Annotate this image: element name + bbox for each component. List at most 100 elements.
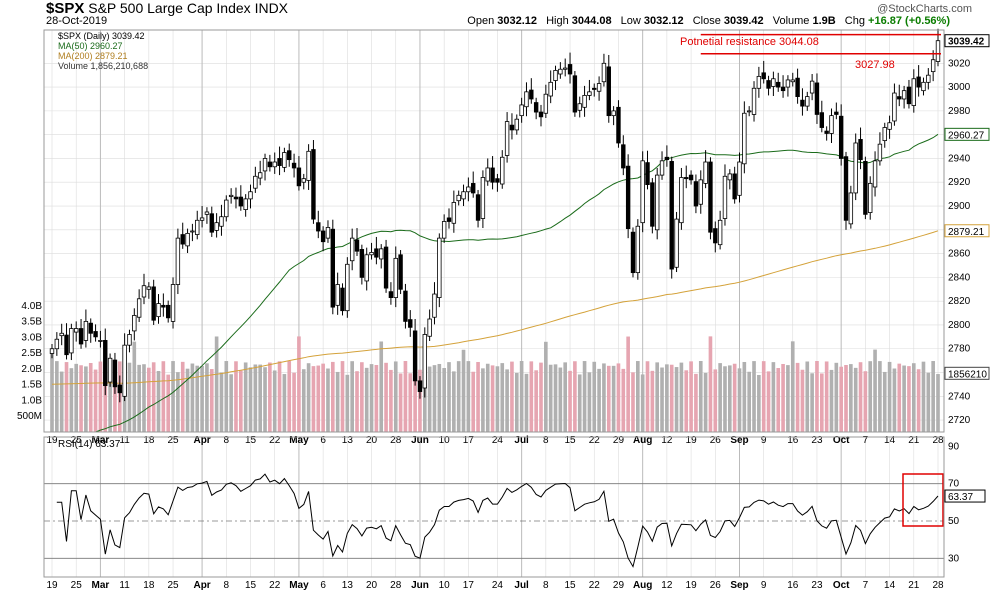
volume-bar [369,364,374,432]
price-tick-label: 2840 [948,272,971,283]
price-tick-label: 2720 [948,415,971,426]
volume-bar [84,366,88,432]
candle-body [650,182,655,227]
candle-body [456,194,461,202]
volume-tick-label: 4.0B [21,301,42,312]
candle-body [577,103,582,111]
volume-bar [544,341,548,432]
volume-bar [413,361,417,432]
candle-body [127,334,132,346]
candle-body [926,74,931,83]
annotations [700,33,944,527]
candle-body [882,127,887,142]
x-tick-label: Sep [730,435,748,446]
candle-body [122,344,127,397]
candle-body [713,228,718,244]
volume-bar [485,363,490,432]
candle-body [441,221,447,239]
candle-body [107,357,113,383]
resistance-label: Potnetial resistance 3044.08 [680,36,819,48]
x-tick-label: Mar [92,435,110,446]
volume-bar [427,366,432,432]
volume-bar [887,361,892,432]
support-label: 3027.98 [855,59,895,71]
volume-bar [481,368,485,432]
x-tick-label: 11 [119,580,130,591]
candle-body [432,293,437,318]
candle-body [214,222,219,231]
ma50-line [52,133,939,433]
volume-bar [810,373,814,432]
candle-body [572,75,578,113]
candle-body [858,139,863,161]
candle-body [921,81,926,92]
candle-body [78,328,84,345]
candle-body [708,161,713,233]
volume-bar [519,361,524,432]
volume-bar [936,374,940,432]
volume-bar [611,365,616,432]
volume-bar [892,368,897,432]
candle-body [330,228,336,308]
x-tick-label: 8 [224,580,230,591]
candle-body [853,142,858,194]
volume-bar [766,371,771,432]
volume-bar [340,361,345,432]
index-name: S&P 500 Large Cap Index [88,0,251,16]
candle-body [800,99,805,107]
x-tick-label: 15 [245,435,257,446]
candle-body [693,181,699,207]
candle-body [379,248,384,260]
volume-bar [563,362,568,432]
candle-body [848,192,854,225]
volume-bar [592,361,597,432]
x-tick-label: 9 [761,580,767,591]
volume-bar [55,361,59,432]
candle-body [834,111,839,115]
x-tick-label: Jun [411,580,429,591]
volume-bar [500,363,505,432]
price-panel-border [43,29,945,433]
candle-body [466,186,471,193]
candle-body [785,79,791,88]
price-tick-label: 2820 [948,296,971,307]
open-value: 3032.12 [497,15,538,27]
volume-bar [829,369,834,432]
candle-body [654,174,660,231]
volume-bar [171,361,175,432]
candle-body [320,230,326,243]
volume-bar [568,370,572,432]
volume-bar [384,362,388,432]
ma200-line [51,230,939,385]
candle-body [141,285,147,298]
candle-body [325,227,331,239]
volume-bar [674,367,679,432]
candle-body [277,158,282,166]
volume-bar [587,372,592,432]
x-tick-label: 16 [787,435,799,446]
volume-bar [815,361,819,432]
volume-bar [790,341,795,432]
volume-bar [853,367,858,432]
candle-body [766,80,771,89]
x-tick-label: Aug [633,435,652,446]
rsi-tick-label: 70 [948,479,960,490]
x-tick-label: 21 [908,435,920,446]
volume-bar [137,364,141,432]
volume-bar [398,373,403,432]
volume-bar [510,361,514,432]
candle-body [151,286,156,321]
x-tick-label: 14 [884,435,896,446]
volume-bar [180,361,185,432]
low-label: Low [620,15,641,27]
candle-body [771,78,776,87]
candle-body [282,152,287,168]
volume-bar [757,374,761,432]
candle-body [587,91,592,96]
volume-bar [573,361,577,432]
volume-bar [916,369,921,432]
candle-body [863,161,868,215]
volume-bar [911,363,916,432]
volume-bar [103,373,108,432]
close-value: 3039.42 [723,15,764,27]
